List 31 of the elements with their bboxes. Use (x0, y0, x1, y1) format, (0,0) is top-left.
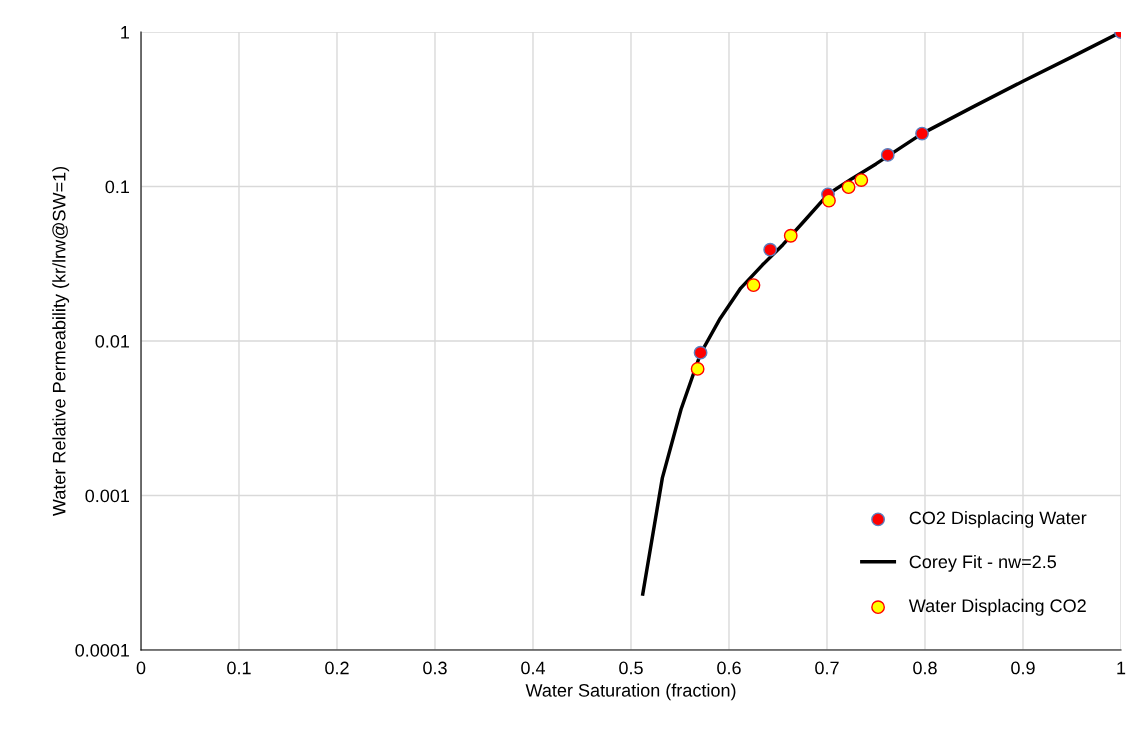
x-tick-label: 0.5 (619, 661, 643, 675)
y-tick-label: 1 (121, 26, 130, 39)
point (763, 242, 778, 257)
point (746, 278, 761, 293)
x-tick-label: 0 (136, 661, 146, 675)
x-tick-label: 0.7 (815, 661, 839, 675)
x-tick-label: 0.3 (423, 661, 447, 675)
y-tick-label: 0.01 (95, 334, 130, 348)
x-tick-label: 0.9 (1011, 661, 1035, 675)
point (915, 126, 929, 141)
y-tick-label: 0.1 (105, 180, 130, 194)
x-tick-label: 0.1 (227, 661, 251, 675)
point (690, 361, 705, 376)
legend-label: Corey Fit - nw=2.5 (909, 554, 1057, 572)
point (880, 148, 895, 162)
point (783, 228, 798, 243)
point (822, 193, 836, 208)
x-tick-label: 0.4 (521, 661, 546, 675)
y-tick-label: 0.001 (85, 489, 130, 503)
x-tick-label: 0.6 (717, 661, 741, 675)
x-axis-title: Water Saturation (fraction) (525, 683, 736, 701)
y-axis-title: Water Relative Permeability (kr/lrw@SW=1) (52, 166, 70, 517)
point (854, 173, 869, 188)
y-tick-label: 0.0001 (75, 643, 130, 657)
legend-label: CO2 Displacing Water (909, 511, 1087, 528)
point (693, 345, 708, 360)
legend-label: Water Displacing CO2 (908, 598, 1086, 616)
x-tick-label: 0.8 (913, 661, 937, 675)
x-tick-label: 1 (1117, 661, 1126, 675)
point (841, 180, 856, 195)
x-tick-label: 0.2 (325, 661, 349, 675)
